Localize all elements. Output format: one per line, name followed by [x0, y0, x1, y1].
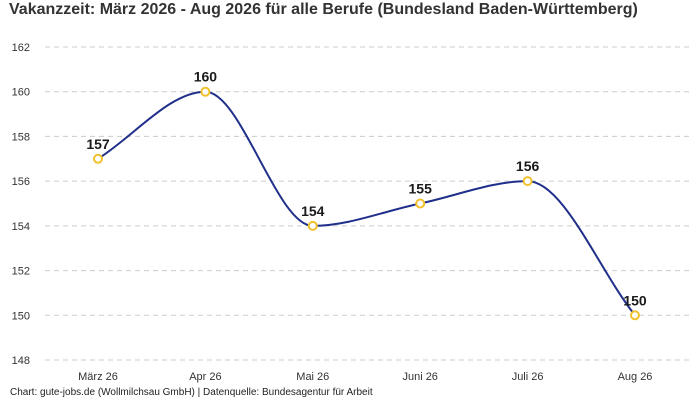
data-point: [630, 310, 640, 321]
data-point: [93, 153, 103, 164]
y-tick-label: 148: [12, 355, 30, 367]
data-label: 155: [409, 181, 433, 197]
data-label: 157: [86, 136, 110, 152]
x-tick-label: März 26: [78, 371, 118, 383]
y-axis-ticks: 148 150 152 154 156 158 160 162: [12, 42, 30, 367]
x-tick-label: Juni 26: [402, 371, 437, 383]
y-tick-label: 150: [12, 310, 30, 322]
data-label: 156: [516, 158, 540, 174]
chart-title: Vakanzzeit: März 2026 - Aug 2026 für all…: [9, 1, 638, 18]
data-label: 150: [623, 292, 647, 308]
data-point: [522, 176, 533, 187]
data-point: [307, 220, 318, 231]
data-label: 154: [301, 203, 325, 219]
series-line: [97, 90, 636, 316]
data-labels: 157 160 154 155 156 150: [86, 69, 647, 309]
x-tick-label: Mai 26: [296, 371, 329, 383]
data-points: [93, 86, 640, 321]
y-tick-label: 160: [12, 87, 30, 99]
x-tick-label: Aug 26: [618, 371, 653, 383]
y-tick-label: 162: [12, 42, 30, 54]
data-label: 160: [194, 69, 218, 85]
data-point: [200, 86, 211, 97]
series-line-layer: [97, 90, 636, 316]
data-point: [415, 198, 426, 209]
chart-footer-credit: Chart: gute-jobs.de (Wollmilchsau GmbH) …: [10, 387, 373, 398]
x-axis-ticks: März 26 Apr 26 Mai 26 Juni 26 Juli 26 Aug 26: [78, 371, 652, 383]
y-tick-label: 156: [12, 176, 30, 188]
grid-lines: [45, 46, 692, 361]
x-tick-label: Apr 26: [189, 371, 221, 383]
y-tick-label: 152: [12, 266, 30, 278]
y-tick-label: 154: [12, 221, 30, 233]
x-tick-label: Juli 26: [512, 371, 544, 383]
y-tick-label: 158: [12, 131, 30, 143]
